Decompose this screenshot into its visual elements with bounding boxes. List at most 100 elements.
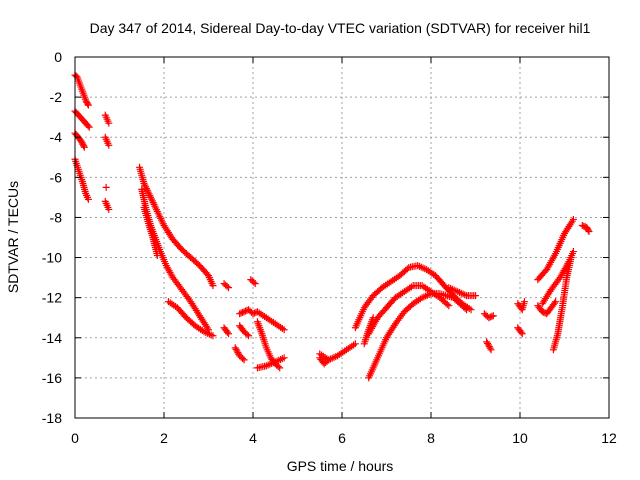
series-arc-27 [445, 284, 479, 300]
y-tick-label: -8 [50, 209, 63, 225]
data-point [243, 306, 251, 314]
data-point [520, 298, 528, 306]
tick-layer [74, 56, 610, 419]
data-point [485, 314, 493, 322]
y-tick-label: -14 [42, 330, 62, 346]
data-point [243, 330, 251, 338]
data-point [280, 354, 288, 362]
data-point [276, 364, 284, 372]
data-point [84, 100, 92, 108]
data-point [486, 344, 494, 352]
series-arc-10 [138, 185, 212, 334]
data-point [578, 221, 586, 229]
data-point [443, 300, 451, 308]
data-point [225, 284, 233, 292]
x-tick-label: 8 [427, 430, 435, 446]
data-point [153, 252, 161, 260]
series-arc-29 [483, 338, 495, 354]
series-arc-26 [360, 314, 377, 348]
data-point [325, 356, 333, 364]
data-point [240, 356, 248, 364]
data-point [84, 122, 92, 130]
series-arc-14 [220, 324, 233, 338]
data-point [223, 282, 231, 290]
y-tick-label: -2 [50, 89, 63, 105]
data-point [488, 312, 496, 320]
series-arc-16 [236, 306, 288, 334]
series-arc-12 [164, 298, 217, 340]
x-tick-label: 6 [338, 430, 346, 446]
data-point [240, 308, 248, 316]
y-tick-label: -18 [42, 410, 62, 426]
series-arc-35 [549, 254, 575, 354]
data-point [580, 222, 588, 230]
data-point [251, 280, 259, 288]
series-arc-22 [316, 354, 333, 368]
series-arc-18 [247, 276, 259, 288]
y-tick-label: -10 [42, 250, 62, 266]
x-tick-label: 4 [249, 430, 257, 446]
data-point [77, 137, 85, 145]
data-point [461, 304, 469, 312]
data-point [245, 332, 253, 340]
series-arc-11 [140, 203, 161, 260]
data-point [225, 330, 233, 338]
data-point [569, 215, 577, 223]
data-point [584, 226, 592, 234]
series-arc-20 [253, 354, 288, 372]
series-arc-05 [101, 111, 113, 127]
x-tick-label: 2 [160, 430, 168, 446]
data-point [486, 313, 494, 321]
x-tick-label: 0 [71, 430, 79, 446]
series-arc-32 [534, 298, 560, 318]
series-arc-36 [578, 221, 593, 235]
series-arc-30 [514, 298, 528, 314]
data-point [105, 119, 113, 127]
data-point [550, 299, 558, 307]
data-point [105, 141, 113, 149]
data-point [569, 248, 577, 256]
x-tick-label: 10 [512, 430, 528, 446]
data-point [249, 310, 257, 318]
data-point [84, 101, 92, 109]
data-point [463, 306, 471, 314]
data-point [239, 355, 247, 363]
data-point [239, 308, 247, 316]
data-point [223, 328, 231, 336]
data-point [80, 143, 88, 151]
series-arc-28 [480, 310, 497, 322]
series-arc-25 [365, 290, 471, 382]
series-arc-15 [231, 344, 248, 364]
data-point [105, 205, 113, 213]
data-point [585, 227, 593, 235]
series-arc-08 [101, 197, 113, 213]
series-arc-13 [220, 280, 233, 292]
series-arc-23 [351, 262, 475, 332]
data-point [274, 363, 282, 371]
data-point [102, 183, 110, 191]
data-point [487, 346, 495, 354]
y-tick-label: -16 [42, 370, 62, 386]
chart-title: Day 347 of 2014, Sidereal Day-to-day VTE… [90, 20, 591, 36]
series-arc-09 [136, 163, 217, 290]
label-layer: 0 2 4 6 8 10 12 0 -2 -4 -6 -8 -10 -12 -14 -16 -18 [42, 49, 617, 446]
data-point [351, 340, 359, 348]
data-point [80, 142, 88, 150]
data-point [555, 275, 563, 283]
data-point [209, 332, 217, 340]
data-point [552, 298, 560, 306]
x-tick-label: 12 [601, 430, 617, 446]
data-point [84, 195, 92, 203]
data-point [517, 328, 525, 336]
data-point [209, 282, 217, 290]
y-tick-label: -12 [42, 290, 62, 306]
data-point [280, 326, 288, 334]
data-layer [71, 71, 593, 382]
data-point [79, 140, 87, 148]
series-arc-06 [101, 133, 113, 149]
series-arc-17 [236, 322, 253, 340]
data-point [518, 330, 526, 338]
x-axis-label: GPS time / hours [287, 458, 394, 474]
